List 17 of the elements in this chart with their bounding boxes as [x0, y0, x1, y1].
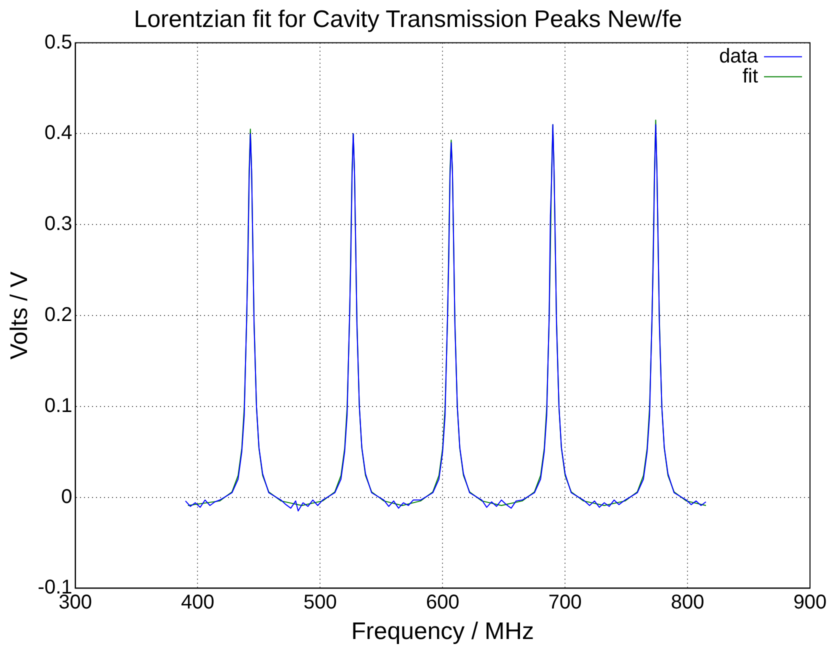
chart-title: Lorentzian fit for Cavity Transmission Peaks New/fe — [134, 6, 682, 34]
y-tick-label: 0 — [61, 486, 72, 508]
y-tick-label: 0.5 — [44, 31, 72, 54]
y-tick-label: 0.2 — [44, 304, 72, 326]
legend-label: fit — [742, 65, 758, 88]
x-tick-label: 500 — [303, 592, 337, 614]
y-tick-label: 0.1 — [44, 394, 72, 417]
x-tick-label: 400 — [181, 592, 214, 614]
x-tick-label: 900 — [793, 592, 827, 614]
x-tick-label: 600 — [426, 592, 460, 614]
x-tick-label: 800 — [670, 592, 704, 614]
x-tick-label: 700 — [548, 592, 582, 614]
y-tick-label: 0.4 — [44, 122, 72, 144]
legend-label: data — [719, 45, 759, 68]
x-axis-title: Frequency / MHz — [351, 618, 534, 646]
y-tick-label: 0.3 — [44, 213, 72, 236]
y-axis-title: Volts / V — [6, 271, 34, 360]
